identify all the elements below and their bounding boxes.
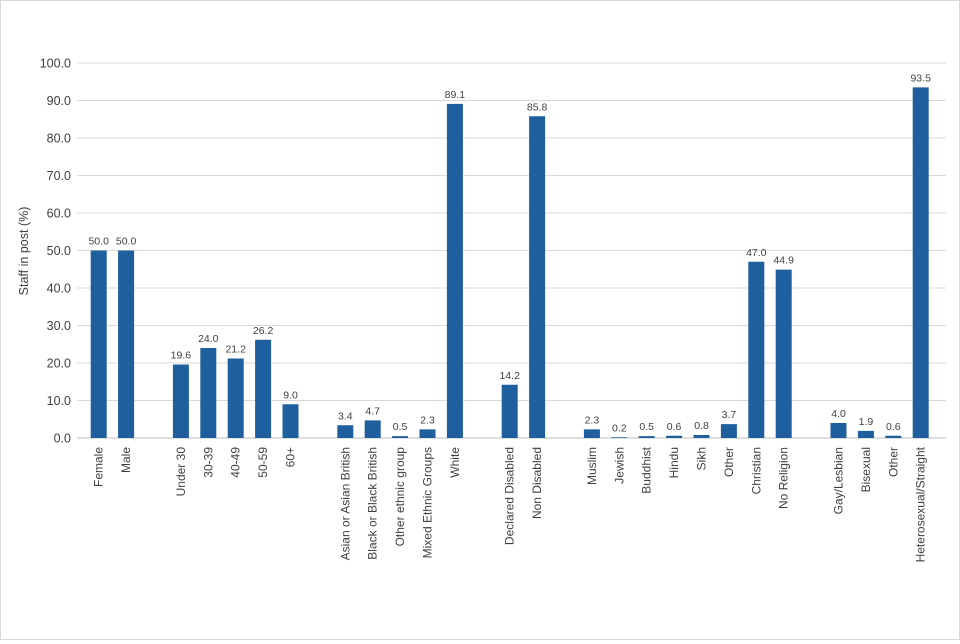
bar bbox=[775, 269, 792, 438]
x-category-label: 30-39 bbox=[201, 447, 215, 478]
x-category-label: White bbox=[448, 447, 462, 478]
gridlines bbox=[77, 62, 946, 439]
y-tick-label: 0.0 bbox=[54, 432, 71, 446]
x-category-label: Mixed Ethnic Groups bbox=[421, 447, 435, 558]
data-label: 0.6 bbox=[667, 421, 682, 433]
x-category-label: Hindu bbox=[667, 447, 681, 478]
bar bbox=[885, 435, 902, 438]
bar bbox=[583, 429, 600, 438]
x-category-label: Female bbox=[92, 447, 106, 487]
x-category-label: Under 30 bbox=[174, 447, 188, 497]
x-category-label: Other ethnic group bbox=[393, 447, 407, 547]
x-category-label: Muslim bbox=[585, 447, 599, 485]
y-tick-label: 40.0 bbox=[47, 282, 71, 296]
bar bbox=[446, 103, 463, 438]
y-tick-label: 60.0 bbox=[47, 207, 71, 221]
bar bbox=[282, 404, 299, 438]
bar bbox=[611, 437, 628, 438]
bar bbox=[337, 425, 354, 438]
x-category-label: Heterosexual/Straight bbox=[914, 446, 928, 562]
bar bbox=[693, 435, 710, 438]
data-label: 26.2 bbox=[253, 325, 274, 337]
bar bbox=[501, 384, 518, 438]
data-label: 50.0 bbox=[88, 236, 109, 248]
x-category-label: Non Disabled bbox=[530, 447, 544, 519]
y-tick-label: 30.0 bbox=[47, 319, 71, 333]
data-label: 0.8 bbox=[694, 420, 709, 432]
y-tick-label: 100.0 bbox=[40, 57, 71, 71]
y-tick-label: 90.0 bbox=[47, 94, 71, 108]
y-tick-label: 70.0 bbox=[47, 169, 71, 183]
y-axis-title: Staff in post (%) bbox=[17, 207, 31, 296]
y-tick-label: 80.0 bbox=[47, 132, 71, 146]
x-category-label: Buddhist bbox=[640, 446, 654, 493]
y-tick-label: 20.0 bbox=[47, 357, 71, 371]
bar bbox=[666, 435, 683, 438]
x-category-label: Bisexual bbox=[859, 447, 873, 492]
bar bbox=[638, 436, 655, 438]
bar bbox=[857, 430, 874, 438]
data-label: 9.0 bbox=[283, 389, 298, 401]
x-category-label: Sikh bbox=[695, 447, 709, 470]
bar bbox=[912, 87, 929, 438]
bar bbox=[392, 436, 409, 438]
x-category-label: 50-59 bbox=[256, 447, 270, 478]
data-label: 24.0 bbox=[198, 333, 219, 345]
x-category-label: Asian or Asian British bbox=[338, 447, 352, 560]
bar bbox=[118, 250, 135, 438]
x-category-label: Other bbox=[722, 447, 736, 477]
data-label: 44.9 bbox=[773, 255, 794, 267]
data-label: 50.0 bbox=[116, 236, 137, 248]
data-label: 3.7 bbox=[722, 409, 737, 421]
data-label: 47.0 bbox=[746, 247, 767, 259]
x-category-label: Jewish bbox=[612, 447, 626, 484]
data-label: 85.8 bbox=[527, 101, 548, 113]
x-category-label: Gay/Lesbian bbox=[832, 447, 846, 514]
x-category-label: No Religion bbox=[777, 447, 791, 509]
data-label: 3.4 bbox=[338, 410, 353, 422]
y-tick-label: 10.0 bbox=[47, 394, 71, 408]
data-labels: 50.0 50.0 19.6 24.0 21.2 26.2 9.0 3.4 4.7 0.5 2.3 8… bbox=[88, 72, 931, 434]
data-label: 4.0 bbox=[831, 408, 846, 420]
x-category-label: Christian bbox=[749, 447, 763, 494]
data-label: 2.3 bbox=[585, 414, 600, 426]
x-category-label: Black or Black British bbox=[366, 447, 380, 560]
x-axis-category-labels: Female Male Under 30 30-39 40-49 50-59 60+ Asia… bbox=[92, 446, 928, 562]
x-category-label: 40-49 bbox=[229, 447, 243, 478]
bar bbox=[200, 348, 217, 438]
bar bbox=[419, 429, 436, 438]
data-label: 0.6 bbox=[886, 421, 901, 433]
data-label: 4.7 bbox=[365, 405, 380, 417]
data-label: 89.1 bbox=[445, 89, 466, 101]
bar bbox=[172, 364, 189, 438]
x-category-label: Other bbox=[886, 447, 900, 477]
x-category-label: Male bbox=[119, 447, 133, 473]
bar bbox=[255, 339, 272, 438]
y-tick-label: 50.0 bbox=[47, 244, 71, 258]
y-axis-tick-labels: 0.0 10.0 20.0 30.0 40.0 50.0 60.0 70.0 80.0 90.0 1… bbox=[40, 57, 71, 446]
bars bbox=[90, 87, 929, 438]
data-label: 2.3 bbox=[420, 414, 435, 426]
bar bbox=[227, 358, 244, 438]
bar bbox=[830, 423, 847, 438]
data-label: 14.2 bbox=[499, 370, 520, 382]
data-label: 21.2 bbox=[225, 344, 246, 356]
bar bbox=[529, 116, 546, 438]
data-label: 0.5 bbox=[393, 421, 408, 433]
data-label: 93.5 bbox=[910, 72, 931, 84]
bar bbox=[364, 420, 381, 438]
data-label: 1.9 bbox=[859, 416, 874, 428]
bar bbox=[748, 261, 765, 438]
data-label: 0.2 bbox=[612, 422, 627, 434]
bar bbox=[90, 250, 107, 438]
x-category-label: 60+ bbox=[284, 447, 298, 467]
bar bbox=[720, 424, 737, 438]
data-label: 0.5 bbox=[639, 421, 654, 433]
data-label: 19.6 bbox=[171, 350, 192, 362]
x-category-label: Declared Disabled bbox=[503, 447, 517, 545]
